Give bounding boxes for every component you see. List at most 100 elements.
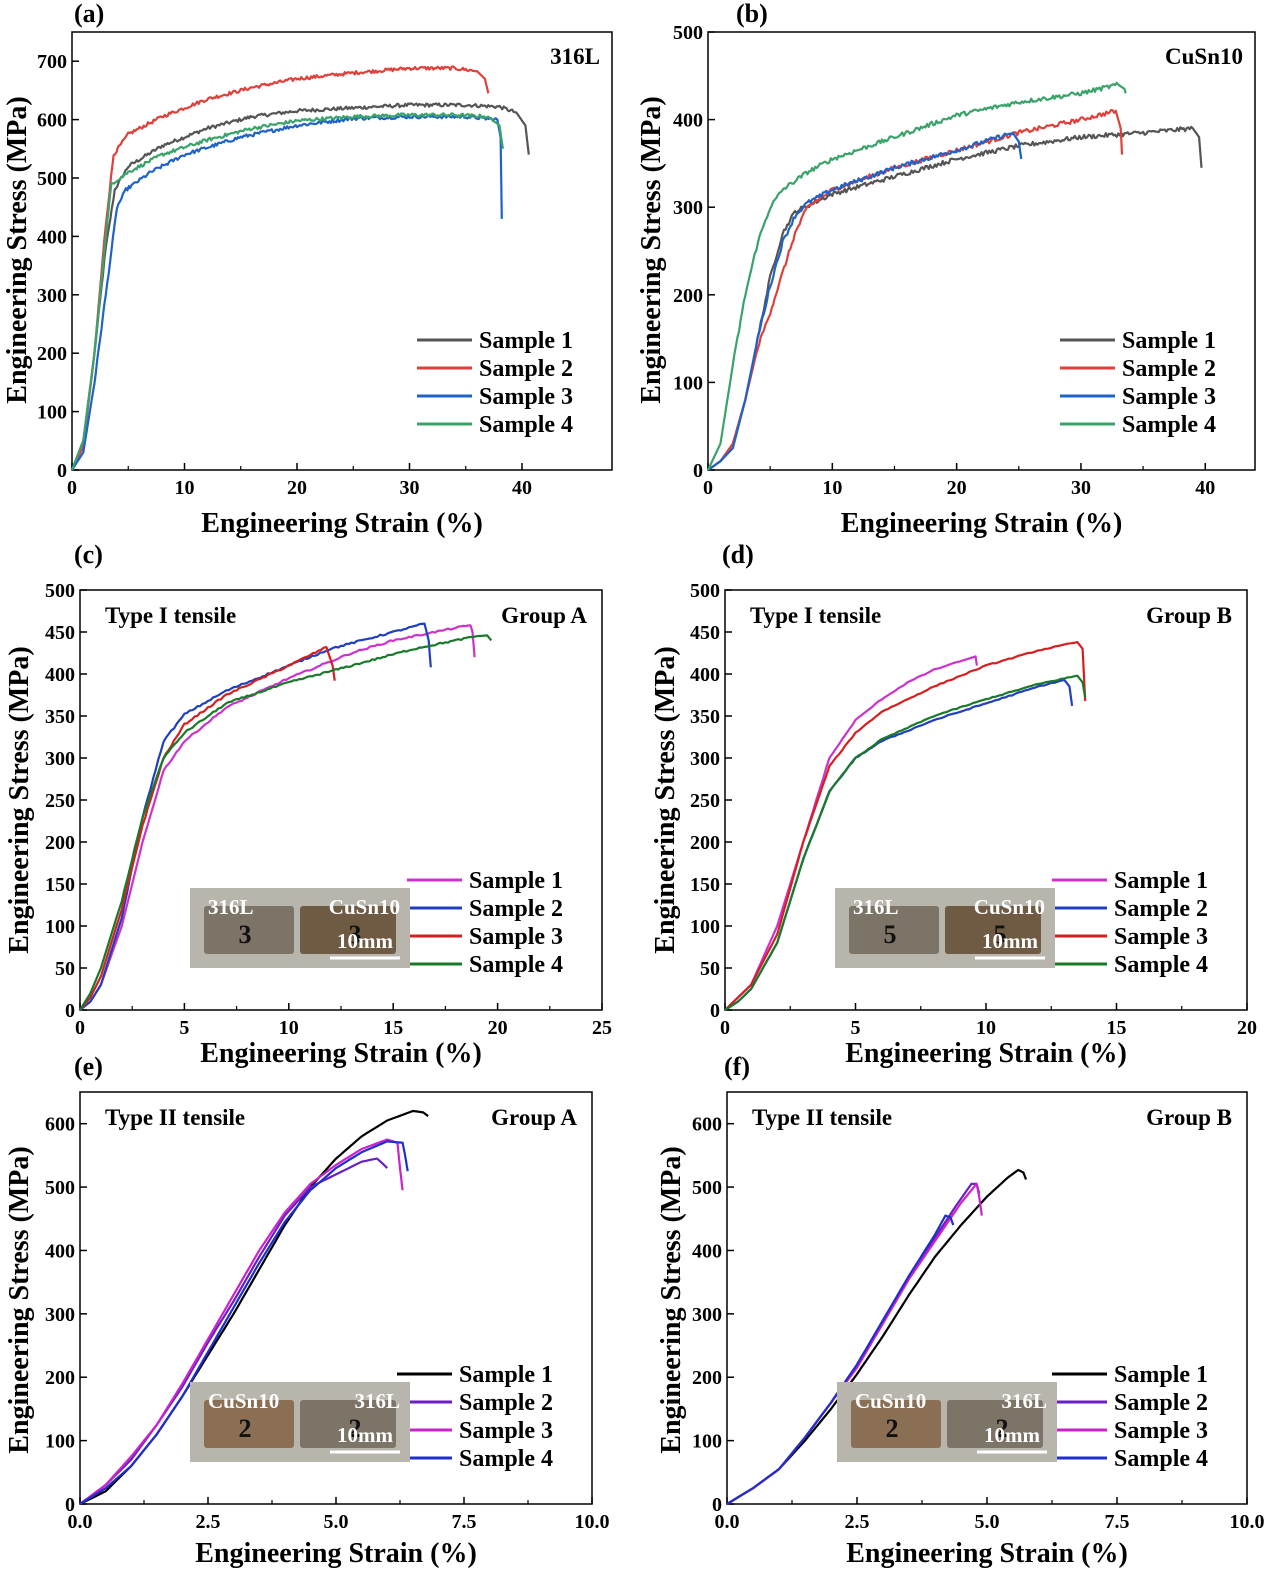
y-tick-label: 300 xyxy=(45,748,75,770)
chart-panel-1: 0 10 20 30 400100200300400500600700Engineeri… xyxy=(2,0,613,539)
chart-panel-3: 0 5 10 15 20 25050100150200250300350400450500… xyxy=(4,540,612,1069)
photo-label-left: 316L xyxy=(208,895,254,919)
x-tick-label: 5 xyxy=(851,1017,861,1039)
chart-panel-6: 0.0 2.5 5.0 7.5 10.00100200300400500600Engin… xyxy=(656,1052,1264,1569)
x-tick-label: 10.0 xyxy=(575,1511,610,1533)
y-tick-label: 600 xyxy=(37,110,67,132)
y-tick-label: 0 xyxy=(65,1000,75,1022)
y-axis-title: Engineering Stress (MPa) xyxy=(650,646,681,953)
x-tick-label: 0.0 xyxy=(715,1511,740,1533)
scale-bar-label: 10mm xyxy=(982,929,1038,953)
x-tick-label: 5.0 xyxy=(324,1511,349,1533)
group-annotation: Group A xyxy=(501,603,587,628)
x-tick-label: 7.5 xyxy=(452,1511,477,1533)
y-tick-label: 150 xyxy=(690,874,720,896)
y-tick-label: 400 xyxy=(692,1240,722,1262)
x-axis-title: Engineering Strain (%) xyxy=(845,1038,1127,1069)
y-tick-label: 400 xyxy=(45,664,75,686)
y-tick-label: 200 xyxy=(690,832,720,854)
x-tick-label: 5 xyxy=(179,1017,189,1039)
x-tick-label: 15 xyxy=(1107,1017,1127,1039)
y-tick-label: 500 xyxy=(37,168,67,190)
y-tick-label: 200 xyxy=(45,832,75,854)
x-tick-label: 0 xyxy=(67,477,77,499)
series-line-4 xyxy=(79,634,493,1011)
legend-label: Sample 2 xyxy=(479,356,573,382)
series-line-4 xyxy=(79,1140,409,1505)
specimen-left xyxy=(204,1400,294,1448)
y-tick-label: 600 xyxy=(45,1114,75,1136)
x-tick-label: 10 xyxy=(976,1017,996,1039)
legend-label: Sample 4 xyxy=(1114,1446,1208,1472)
y-tick-label: 300 xyxy=(45,1304,75,1326)
photo-label-right: 316L xyxy=(1001,1389,1047,1413)
y-tick-label: 200 xyxy=(37,343,67,365)
y-tick-label: 500 xyxy=(673,22,703,44)
group-annotation: Group A xyxy=(491,1105,577,1130)
legend-label: Sample 2 xyxy=(1122,356,1216,382)
y-tick-label: 100 xyxy=(45,1431,75,1453)
y-tick-label: 200 xyxy=(673,285,703,307)
y-tick-label: 0 xyxy=(712,1494,722,1516)
y-tick-label: 700 xyxy=(37,51,67,73)
panel-label: (d) xyxy=(722,540,754,569)
y-tick-label: 400 xyxy=(690,664,720,686)
x-tick-label: 10.0 xyxy=(1230,1511,1264,1533)
legend-label: Sample 1 xyxy=(459,1362,553,1388)
y-tick-label: 0 xyxy=(57,460,67,482)
x-axis-title: Engineering Strain (%) xyxy=(201,508,483,539)
y-tick-label: 500 xyxy=(690,580,720,602)
group-annotation: Group B xyxy=(1146,603,1232,628)
test-type-annotation: Type I tensile xyxy=(750,603,881,628)
x-tick-label: 30 xyxy=(1071,477,1091,499)
y-axis-title: Engineering Stress (MPa) xyxy=(4,646,35,953)
legend-label: Sample 2 xyxy=(1114,896,1208,922)
legend-label: Sample 3 xyxy=(459,1418,553,1444)
material-annotation: 316L xyxy=(550,44,600,69)
specimen-mark-left: 2 xyxy=(239,1414,252,1443)
series-line-3 xyxy=(71,113,503,471)
y-axis-title: Engineering Stress (MPa) xyxy=(636,96,667,403)
y-tick-label: 450 xyxy=(45,622,75,644)
series-line-1 xyxy=(707,125,1203,471)
legend-label: Sample 4 xyxy=(479,412,573,438)
specimen-left xyxy=(849,906,939,954)
series-line-1 xyxy=(79,624,476,1011)
plot-frame xyxy=(707,31,1256,471)
y-tick-label: 400 xyxy=(673,110,703,132)
specimen-right xyxy=(300,906,396,954)
group-annotation: Group B xyxy=(1146,1105,1232,1130)
legend-label: Sample 3 xyxy=(1122,384,1216,410)
y-axis-title: Engineering Stress (MPa) xyxy=(4,1146,35,1453)
x-tick-label: 40 xyxy=(512,477,532,499)
y-tick-label: 0 xyxy=(65,1494,75,1516)
y-tick-label: 100 xyxy=(690,916,720,938)
specimen-mark-left: 3 xyxy=(239,920,252,949)
y-tick-label: 500 xyxy=(45,580,75,602)
y-tick-label: 300 xyxy=(692,1304,722,1326)
specimen-mark-right: 2 xyxy=(349,1414,362,1443)
x-tick-label: 2.5 xyxy=(845,1511,870,1533)
specimen-left xyxy=(204,906,294,954)
y-tick-label: 300 xyxy=(37,285,67,307)
y-tick-label: 100 xyxy=(37,402,67,424)
panel-label: (b) xyxy=(736,0,768,28)
specimen-mark-left: 2 xyxy=(886,1414,899,1443)
photo-label-left: CuSn10 xyxy=(208,1389,279,1413)
x-tick-label: 20 xyxy=(287,477,307,499)
photo-label-right: CuSn10 xyxy=(329,895,400,919)
legend-label: Sample 1 xyxy=(479,328,573,354)
x-tick-label: 0.0 xyxy=(68,1511,93,1533)
y-tick-label: 250 xyxy=(690,790,720,812)
legend-label: Sample 3 xyxy=(1114,1418,1208,1444)
x-axis-title: Engineering Strain (%) xyxy=(841,508,1123,539)
y-tick-label: 100 xyxy=(45,916,75,938)
panel-label: (e) xyxy=(74,1052,103,1081)
photo-label-left: CuSn10 xyxy=(855,1389,926,1413)
y-tick-label: 250 xyxy=(45,790,75,812)
legend-label: Sample 1 xyxy=(469,868,563,894)
specimen-right xyxy=(945,906,1041,954)
plot-frame xyxy=(71,31,613,471)
